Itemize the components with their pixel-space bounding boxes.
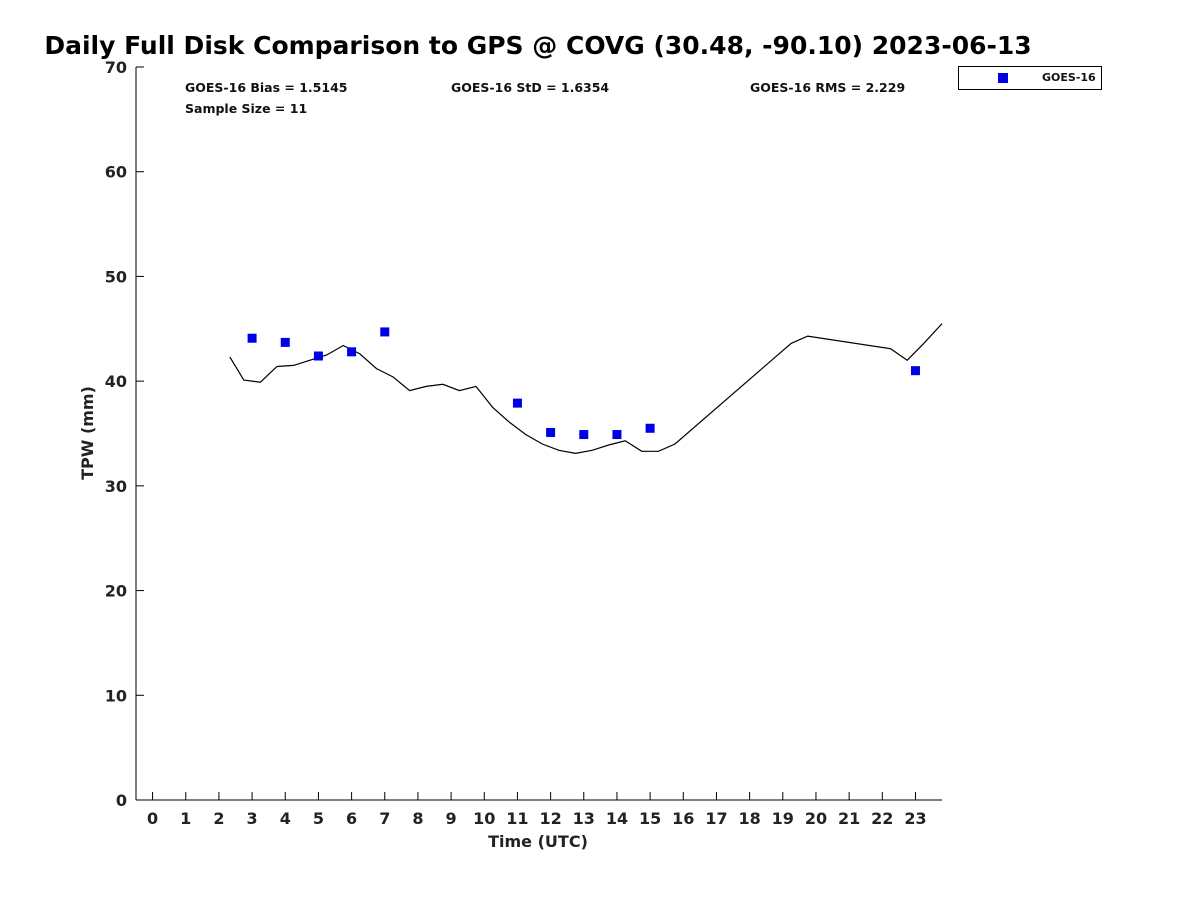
stat-bias: GOES-16 Bias = 1.5145 [185,80,347,95]
x-tick-label: 14 [606,809,628,828]
x-tick-label: 4 [280,809,291,828]
x-tick-label: 6 [346,809,357,828]
x-tick-label: 17 [705,809,727,828]
x-axis-ticks: 0 1 2 3 4 5 6 7 8 9 10 11 12 13 14 15 16 17 18 19 20 21 22 23 [147,792,927,828]
goes16-point [910,366,920,376]
y-tick-label: 30 [105,477,127,496]
x-tick-label: 7 [379,809,390,828]
y-tick-label: 70 [105,58,127,77]
goes16-point [546,427,556,437]
legend-marker-square [998,73,1008,83]
y-axis-ticks: 0 10 20 30 40 50 60 70 [105,58,144,810]
y-tick-label: 50 [105,267,127,286]
x-tick-label: 8 [412,809,423,828]
goes16-point [612,430,622,440]
stat-std: GOES-16 StD = 1.6354 [451,80,609,95]
legend-box [958,66,1102,90]
y-tick-label: 60 [105,163,127,182]
y-tick-label: 10 [105,686,127,705]
goes16-point [280,337,290,347]
stats-annotations: GOES-16 Bias = 1.5145 GOES-16 StD = 1.63… [185,80,905,116]
goes16-point [512,398,522,408]
goes16-point [645,423,655,433]
x-tick-label: 13 [573,809,595,828]
goes16-point [247,333,257,343]
x-tick-label: 12 [539,809,561,828]
y-tick-label: 40 [105,372,127,391]
x-tick-label: 10 [473,809,495,828]
x-tick-label: 1 [180,809,191,828]
x-tick-label: 2 [213,809,224,828]
x-tick-label: 21 [838,809,860,828]
x-tick-label: 9 [446,809,457,828]
x-tick-label: 22 [871,809,893,828]
x-tick-label: 5 [313,809,324,828]
chart-title: Daily Full Disk Comparison to GPS @ COVG… [44,31,1031,60]
stat-rms: GOES-16 RMS = 2.229 [750,80,905,95]
x-tick-label: 18 [738,809,760,828]
legend: GOES-16 [958,66,1102,90]
x-tick-label: 19 [772,809,794,828]
goes16-point [347,347,357,357]
x-tick-label: 16 [672,809,694,828]
y-tick-label: 20 [105,582,127,601]
x-tick-label: 11 [506,809,528,828]
goes16-point [579,430,589,440]
goes16-point [380,327,390,337]
x-tick-label: 0 [147,809,158,828]
x-tick-label: 20 [805,809,827,828]
x-tick-label: 15 [639,809,661,828]
x-axis-label: Time (UTC) [488,832,588,851]
x-tick-label: 23 [904,809,926,828]
y-axis-label: TPW (mm) [78,386,97,480]
scatter-series [247,327,920,440]
y-tick-label: 0 [116,791,127,810]
goes16-point [313,351,323,361]
x-tick-label: 3 [247,809,258,828]
legend-label: GOES-16 [1042,71,1096,84]
stat-sample-size: Sample Size = 11 [185,101,307,116]
